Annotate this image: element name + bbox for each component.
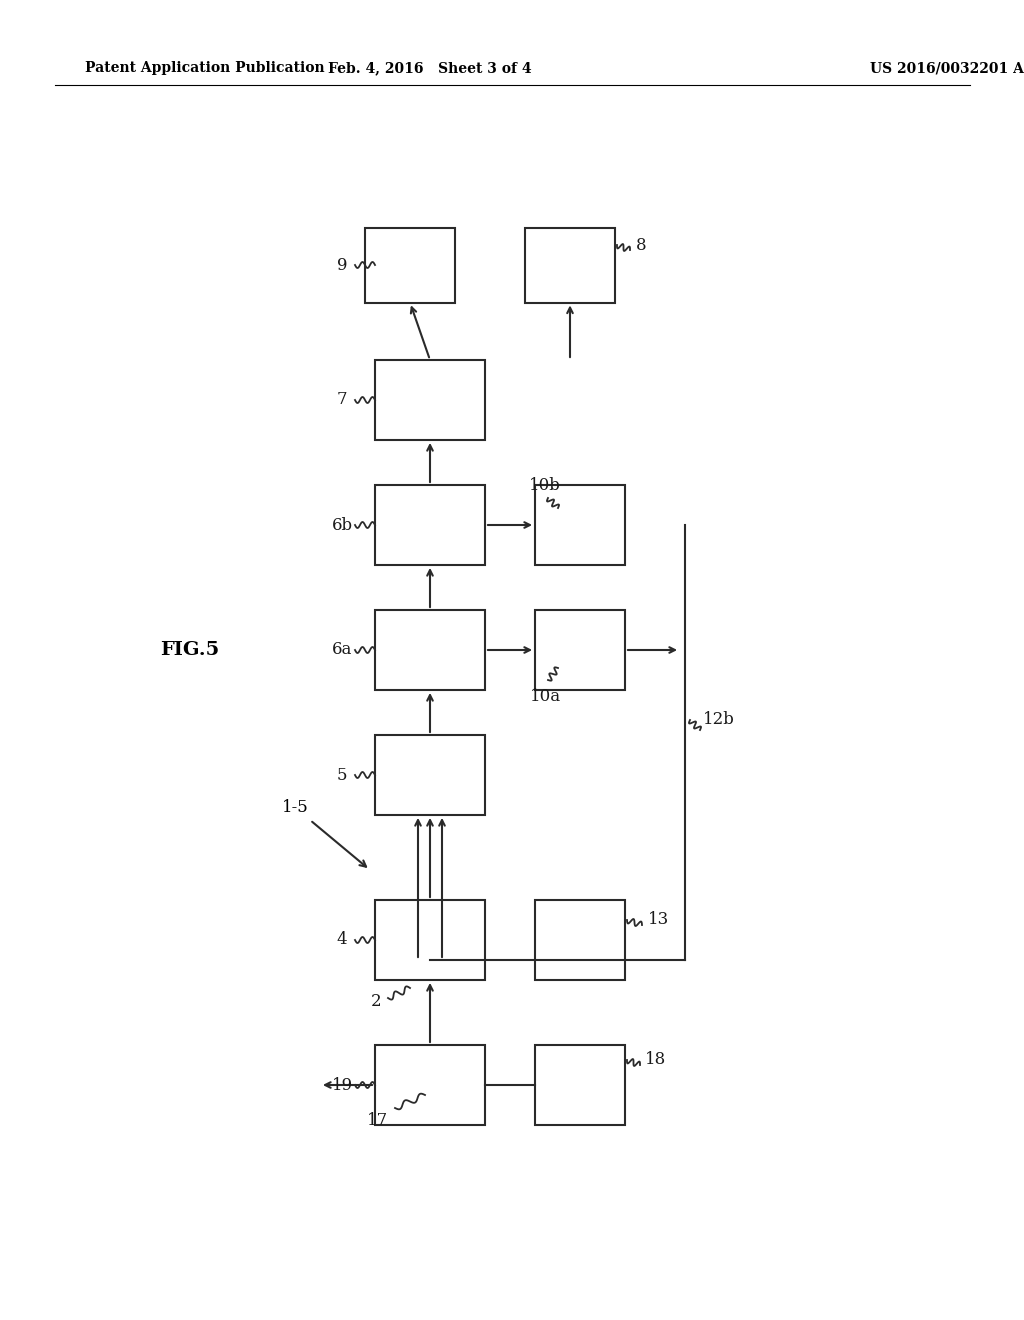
Text: 12b: 12b bbox=[703, 711, 735, 729]
Text: 19: 19 bbox=[332, 1077, 352, 1093]
Text: 9: 9 bbox=[337, 256, 347, 273]
Bar bbox=[375, 360, 485, 440]
Text: 6b: 6b bbox=[332, 516, 352, 533]
Bar bbox=[375, 610, 485, 690]
Bar bbox=[535, 484, 625, 565]
Bar bbox=[375, 900, 485, 979]
Text: 13: 13 bbox=[648, 912, 670, 928]
Text: 1-5: 1-5 bbox=[282, 800, 308, 817]
Bar bbox=[535, 1045, 625, 1125]
Bar bbox=[375, 1045, 485, 1125]
Text: 2: 2 bbox=[371, 994, 381, 1011]
Text: US 2016/0032201 A1: US 2016/0032201 A1 bbox=[870, 61, 1024, 75]
Text: FIG.5: FIG.5 bbox=[161, 642, 219, 659]
Text: 4: 4 bbox=[337, 932, 347, 949]
Text: 17: 17 bbox=[368, 1111, 389, 1129]
Text: 8: 8 bbox=[636, 236, 646, 253]
Text: 10b: 10b bbox=[529, 477, 561, 494]
Text: Patent Application Publication: Patent Application Publication bbox=[85, 61, 325, 75]
Bar bbox=[535, 610, 625, 690]
Text: Feb. 4, 2016   Sheet 3 of 4: Feb. 4, 2016 Sheet 3 of 4 bbox=[328, 61, 531, 75]
Bar bbox=[375, 735, 485, 814]
Text: 7: 7 bbox=[337, 392, 347, 408]
Text: 6a: 6a bbox=[332, 642, 352, 659]
Bar bbox=[375, 484, 485, 565]
Text: 5: 5 bbox=[337, 767, 347, 784]
Bar bbox=[365, 227, 455, 302]
Text: 18: 18 bbox=[645, 1052, 667, 1068]
Text: 10a: 10a bbox=[529, 688, 560, 705]
Bar bbox=[535, 900, 625, 979]
Bar bbox=[525, 227, 615, 302]
